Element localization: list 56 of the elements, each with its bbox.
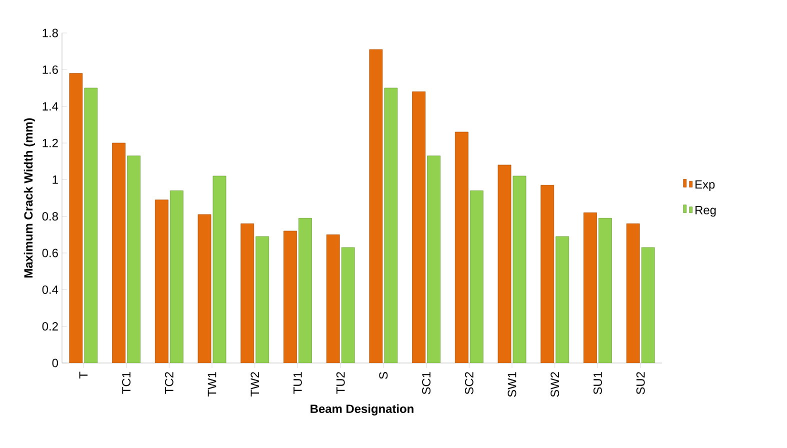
x-tick-label: S <box>379 372 388 379</box>
y-tick-label: 1.8 <box>42 28 58 38</box>
x-tick-label: TW1 <box>208 372 216 396</box>
x-tick-label: SU1 <box>593 372 602 394</box>
y-tick-label: 0 <box>52 358 58 368</box>
x-tick-label: SC1 <box>422 372 431 394</box>
bar <box>641 247 655 363</box>
bar <box>298 218 312 363</box>
y-tick-label: 0.6 <box>42 248 58 258</box>
bar <box>69 73 83 363</box>
x-tick-label: TC2 <box>164 372 174 394</box>
bar <box>498 164 512 363</box>
y-tick-label: 1.2 <box>42 138 58 148</box>
bar <box>412 91 426 363</box>
bar <box>384 88 398 363</box>
x-tick-label: TU2 <box>336 372 345 394</box>
x-tick-label: TC1 <box>122 372 131 394</box>
bar <box>112 142 126 363</box>
y-axis-title: Maximum Crack Width (mm) <box>24 118 36 278</box>
x-axis-title: Beam Designation <box>310 404 414 416</box>
bar <box>256 236 270 363</box>
x-tick-label: T <box>79 372 88 379</box>
x-tick-label: SU2 <box>636 372 645 394</box>
bar <box>584 212 597 363</box>
y-tick-label: 0.4 <box>42 285 58 294</box>
x-tick-label: SW2 <box>550 372 560 397</box>
y-tick-label: 1.6 <box>42 65 58 74</box>
bar <box>540 184 554 363</box>
y-tick-label: 1 <box>52 176 58 184</box>
x-tick-label: SW1 <box>508 372 516 397</box>
bar <box>470 190 484 363</box>
bar <box>127 156 140 363</box>
x-tick-label: TW2 <box>250 372 260 396</box>
bar <box>198 214 212 363</box>
y-tick-label: 1.4 <box>42 102 58 110</box>
bar <box>240 223 254 363</box>
y-tick-label: 0.2 <box>42 322 58 331</box>
bar <box>454 132 468 363</box>
bar <box>341 247 355 363</box>
legend-label: Reg <box>696 206 716 217</box>
bar <box>284 230 297 363</box>
bar <box>512 176 526 363</box>
bar <box>427 156 440 363</box>
legend-label: Exp <box>696 180 715 192</box>
bar <box>626 223 640 363</box>
bar <box>212 176 226 363</box>
bar <box>369 49 383 363</box>
bar <box>154 200 168 363</box>
bar <box>170 190 184 363</box>
bar <box>556 236 570 363</box>
y-tick-label: 0.8 <box>42 212 58 221</box>
bar <box>598 218 612 363</box>
x-tick-label: TU1 <box>294 372 302 394</box>
x-tick-label: SC2 <box>464 372 474 394</box>
bar <box>84 88 98 363</box>
bar <box>326 234 340 363</box>
